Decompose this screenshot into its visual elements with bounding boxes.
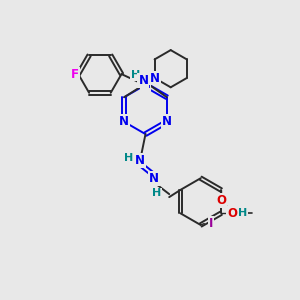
Text: I: I — [209, 217, 213, 230]
Text: H: H — [131, 70, 140, 80]
Text: O: O — [216, 194, 226, 207]
Text: N: N — [138, 74, 148, 87]
Text: H: H — [238, 208, 247, 218]
Text: N: N — [119, 115, 129, 128]
Text: F: F — [71, 68, 79, 81]
Text: O: O — [227, 207, 237, 220]
Text: N: N — [140, 78, 151, 92]
Text: N: N — [135, 154, 145, 167]
Text: N: N — [148, 172, 159, 185]
Text: H: H — [152, 188, 161, 199]
Text: N: N — [150, 71, 160, 85]
Text: H: H — [124, 153, 133, 163]
Text: N: N — [162, 115, 172, 128]
